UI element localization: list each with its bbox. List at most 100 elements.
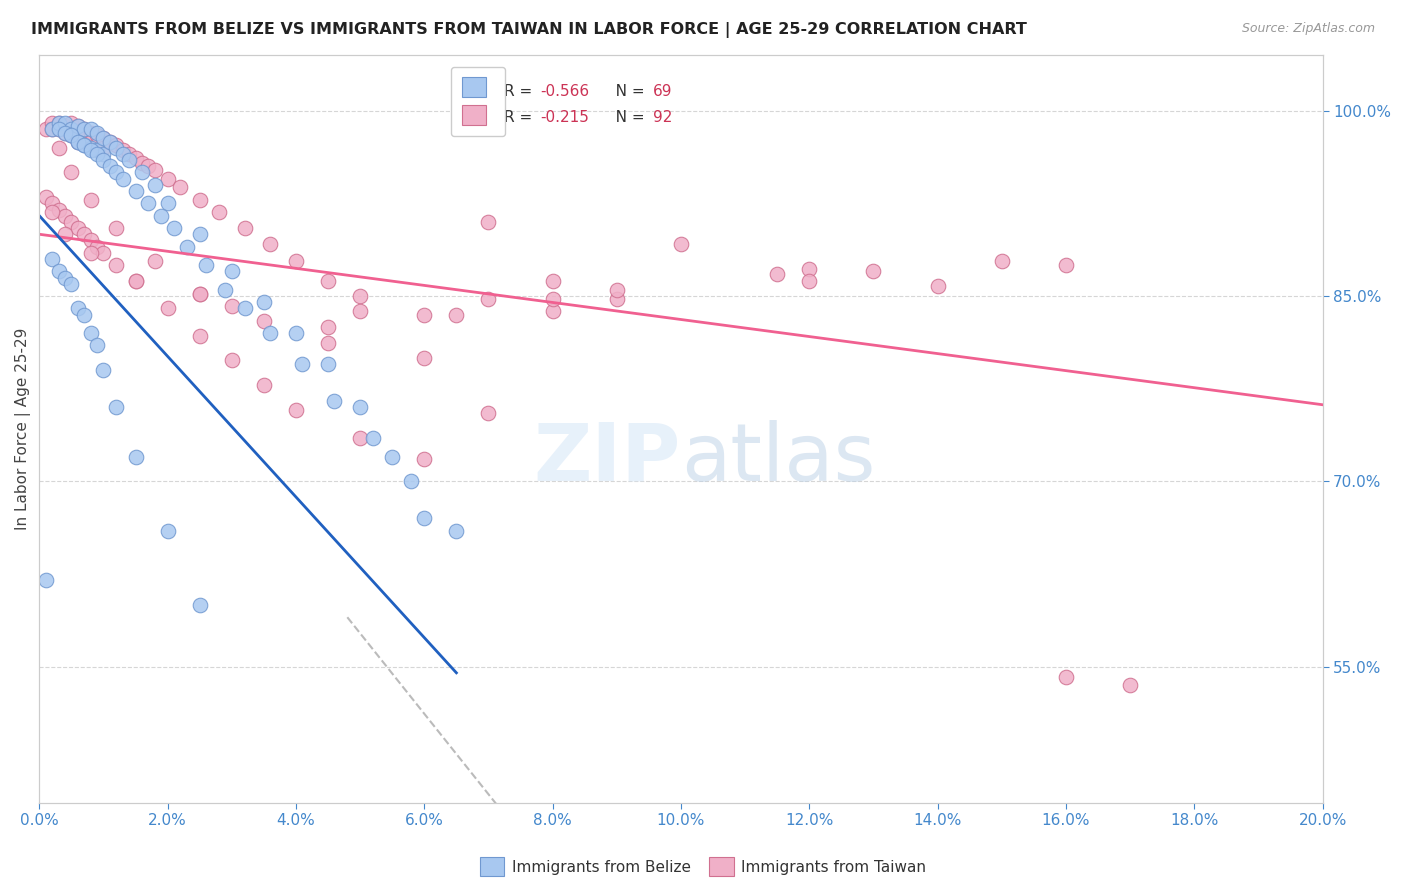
Point <box>413 511 436 525</box>
Point <box>169 180 191 194</box>
Point <box>138 196 160 211</box>
Point <box>413 308 436 322</box>
Point <box>60 128 83 143</box>
Text: -0.566: -0.566 <box>540 84 589 99</box>
Point <box>66 135 89 149</box>
Point <box>86 147 108 161</box>
Point <box>60 215 83 229</box>
Point <box>98 135 121 149</box>
Point <box>79 143 101 157</box>
Point <box>60 128 83 143</box>
Y-axis label: In Labor Force | Age 25-29: In Labor Force | Age 25-29 <box>15 327 31 530</box>
Point <box>163 221 186 235</box>
Point <box>156 524 179 538</box>
Point <box>53 119 76 133</box>
Point <box>124 450 146 464</box>
Point <box>60 116 83 130</box>
Point <box>349 289 371 303</box>
Point <box>401 475 423 489</box>
Point <box>111 171 134 186</box>
Point <box>766 267 789 281</box>
Point <box>124 184 146 198</box>
Point <box>48 116 70 130</box>
Point <box>195 258 218 272</box>
Point <box>291 357 314 371</box>
Point <box>105 138 128 153</box>
Point <box>79 326 101 340</box>
Point <box>221 299 243 313</box>
Point <box>73 122 96 136</box>
Point <box>48 116 70 130</box>
Point <box>86 126 108 140</box>
Point <box>93 141 115 155</box>
Point <box>156 196 179 211</box>
Point <box>41 122 63 136</box>
Point <box>156 301 179 316</box>
Point <box>990 254 1012 268</box>
Point <box>131 165 153 179</box>
Point <box>93 363 115 377</box>
Text: 69: 69 <box>652 84 672 99</box>
Point <box>86 143 108 157</box>
Point <box>253 314 276 328</box>
Point <box>156 171 179 186</box>
Point <box>79 234 101 248</box>
Point <box>93 131 115 145</box>
Point <box>124 151 146 165</box>
Text: IMMIGRANTS FROM BELIZE VS IMMIGRANTS FROM TAIWAN IN LABOR FORCE | AGE 25-29 CORR: IMMIGRANTS FROM BELIZE VS IMMIGRANTS FRO… <box>31 22 1026 38</box>
Point <box>118 153 141 168</box>
Point <box>66 135 89 149</box>
Point <box>105 221 128 235</box>
Point <box>253 378 276 392</box>
Point <box>105 258 128 272</box>
Point <box>477 406 499 420</box>
Point <box>93 131 115 145</box>
Point <box>53 227 76 242</box>
Point <box>143 163 166 178</box>
Point <box>477 292 499 306</box>
Point <box>799 274 821 288</box>
Point <box>86 138 108 153</box>
Text: Source: ZipAtlas.com: Source: ZipAtlas.com <box>1241 22 1375 36</box>
Point <box>66 119 89 133</box>
Text: R =: R = <box>503 111 537 126</box>
Point <box>446 308 468 322</box>
Point <box>105 165 128 179</box>
Point <box>35 122 58 136</box>
Point <box>124 274 146 288</box>
Point <box>188 286 211 301</box>
Point <box>259 237 281 252</box>
Point <box>93 153 115 168</box>
Point <box>253 295 276 310</box>
Point <box>799 261 821 276</box>
Point <box>381 450 404 464</box>
Text: ZIP: ZIP <box>534 420 681 498</box>
Text: N =: N = <box>602 111 650 126</box>
Point <box>138 159 160 173</box>
Point <box>606 292 628 306</box>
Point <box>143 178 166 192</box>
Point <box>188 193 211 207</box>
Point <box>41 116 63 130</box>
Point <box>111 147 134 161</box>
Point <box>413 452 436 467</box>
Text: R =: R = <box>503 84 537 99</box>
Point <box>48 141 70 155</box>
Point <box>862 264 884 278</box>
Point <box>111 143 134 157</box>
Point <box>66 135 89 149</box>
Point <box>208 205 231 219</box>
Text: atlas: atlas <box>681 420 876 498</box>
Point <box>73 308 96 322</box>
Point <box>66 301 89 316</box>
Point <box>188 227 211 242</box>
Point <box>131 155 153 169</box>
Point <box>53 126 76 140</box>
Text: -0.215: -0.215 <box>540 111 589 126</box>
Point <box>35 190 58 204</box>
Point <box>1054 669 1077 683</box>
Point <box>285 254 308 268</box>
Point <box>541 274 564 288</box>
Point <box>86 338 108 352</box>
Point <box>86 239 108 253</box>
